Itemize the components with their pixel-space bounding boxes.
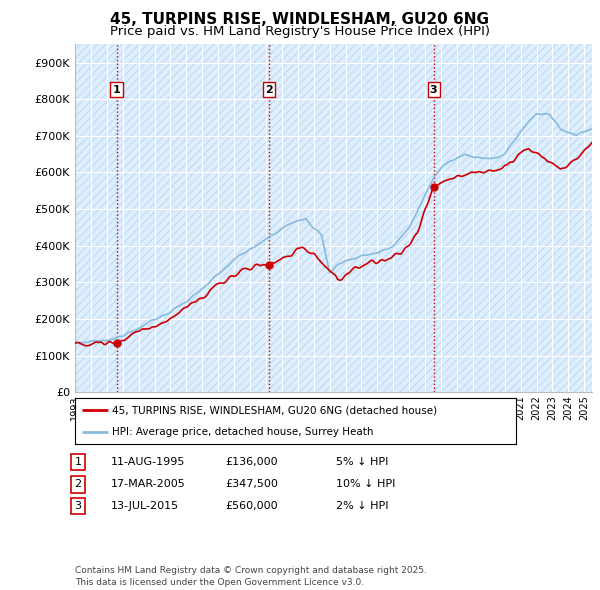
Text: 2: 2 bbox=[74, 480, 82, 489]
Text: 45, TURPINS RISE, WINDLESHAM, GU20 6NG (detached house): 45, TURPINS RISE, WINDLESHAM, GU20 6NG (… bbox=[112, 405, 437, 415]
Text: £560,000: £560,000 bbox=[225, 502, 278, 511]
Text: 2: 2 bbox=[265, 84, 273, 94]
Text: 3: 3 bbox=[74, 502, 82, 511]
Text: Contains HM Land Registry data © Crown copyright and database right 2025.
This d: Contains HM Land Registry data © Crown c… bbox=[75, 566, 427, 587]
Text: 2% ↓ HPI: 2% ↓ HPI bbox=[336, 502, 389, 511]
Text: 1: 1 bbox=[113, 84, 121, 94]
Text: 5% ↓ HPI: 5% ↓ HPI bbox=[336, 457, 388, 467]
Text: £136,000: £136,000 bbox=[225, 457, 278, 467]
Text: 11-AUG-1995: 11-AUG-1995 bbox=[111, 457, 185, 467]
Text: £347,500: £347,500 bbox=[225, 480, 278, 489]
Text: 10% ↓ HPI: 10% ↓ HPI bbox=[336, 480, 395, 489]
Text: 3: 3 bbox=[430, 84, 437, 94]
Text: 17-MAR-2005: 17-MAR-2005 bbox=[111, 480, 186, 489]
Text: 13-JUL-2015: 13-JUL-2015 bbox=[111, 502, 179, 511]
Text: 1: 1 bbox=[74, 457, 82, 467]
Text: HPI: Average price, detached house, Surrey Heath: HPI: Average price, detached house, Surr… bbox=[112, 427, 374, 437]
Text: Price paid vs. HM Land Registry's House Price Index (HPI): Price paid vs. HM Land Registry's House … bbox=[110, 25, 490, 38]
Text: 45, TURPINS RISE, WINDLESHAM, GU20 6NG: 45, TURPINS RISE, WINDLESHAM, GU20 6NG bbox=[110, 12, 490, 27]
